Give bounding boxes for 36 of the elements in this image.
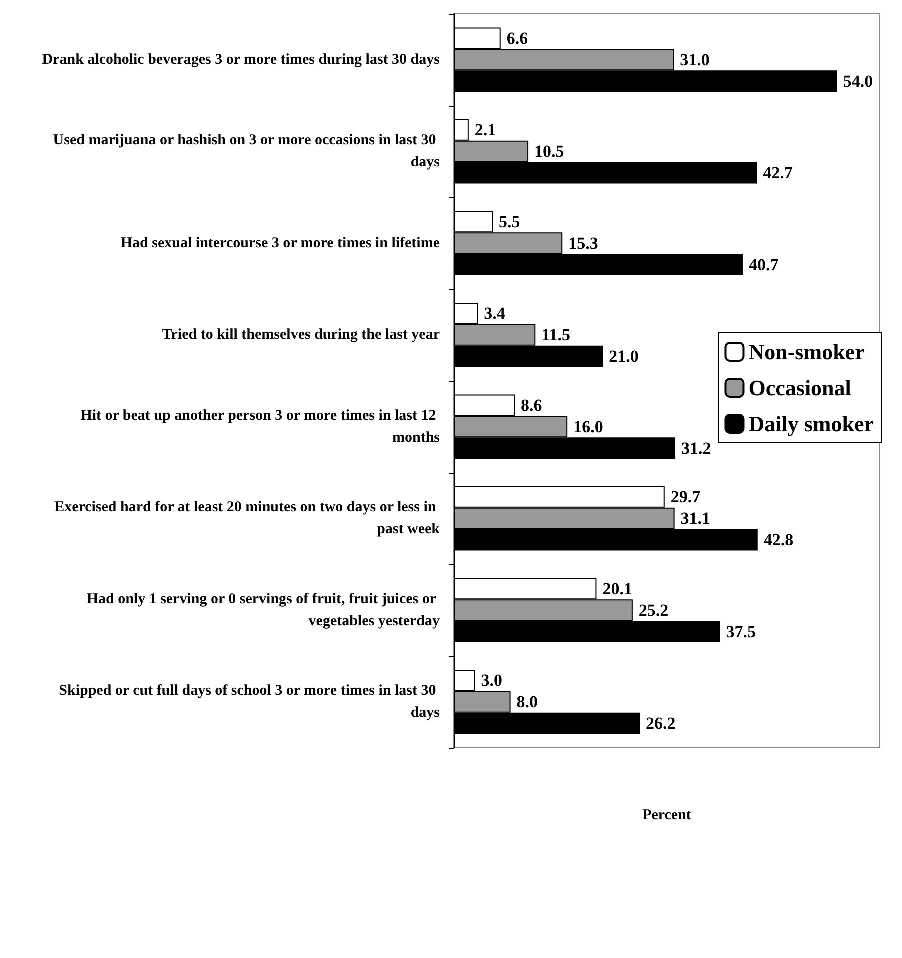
y-tick-label: Had sexual intercourse 3 or more times in lifetime — [120, 235, 440, 252]
data-label: 20.1 — [602, 579, 632, 598]
data-label: 25.2 — [638, 600, 669, 620]
y-tick-label: Exercised hard for at least 20 minutes on two days or less in past week — [54, 500, 441, 538]
data-label: 11.5 — [542, 326, 570, 345]
data-label: 42.8 — [764, 530, 794, 550]
data-label: 3.0 — [481, 671, 503, 690]
y-tick-label: Drank alcoholic beverages 3 or more times during last 30 days — [42, 52, 440, 68]
data-label: 6.6 — [506, 28, 528, 48]
data-label: 2.1 — [474, 120, 496, 140]
data-label: 15.3 — [568, 234, 598, 253]
data-label: 42.7 — [763, 164, 794, 183]
data-label: 29.7 — [670, 488, 702, 507]
y-tick-label: Had only 1 serving or 0 servings of fruit, fruit juices or vegetables yesterday — [86, 591, 440, 630]
y-tick-label: Skipped or cut full days of school 3 or more times in last 30 days — [59, 683, 440, 722]
data-label: 8.6 — [521, 396, 542, 415]
data-label: 31.2 — [682, 438, 712, 458]
legend-label: Daily smoker — [748, 412, 874, 436]
legend-label: Non-smoker — [748, 340, 866, 364]
data-label: 8.0 — [516, 692, 538, 712]
data-label: 16.0 — [574, 417, 604, 436]
data-label: 21.0 — [609, 347, 639, 366]
data-label: 26.2 — [646, 714, 676, 734]
y-tick-label: Used marijuana or hashish on 3 or more occasions in last 30 days — [53, 132, 440, 171]
x-axis-title: Percent — [642, 808, 692, 824]
data-label: 31.1 — [680, 509, 711, 528]
data-label: 37.5 — [726, 622, 756, 642]
data-label: 10.5 — [534, 142, 564, 162]
y-tick-label: Tried to kill themselves during the last year — [162, 327, 440, 344]
data-label: 31.0 — [680, 50, 710, 70]
data-label: 40.7 — [748, 255, 780, 274]
y-tick-label: Hit or beat up another person 3 or more times in last 12 months — [80, 408, 440, 446]
legend-label: Occasional — [748, 376, 852, 400]
data-label: 3.4 — [484, 304, 506, 324]
data-label: 5.5 — [499, 212, 520, 232]
data-label: 54.0 — [843, 72, 874, 91]
